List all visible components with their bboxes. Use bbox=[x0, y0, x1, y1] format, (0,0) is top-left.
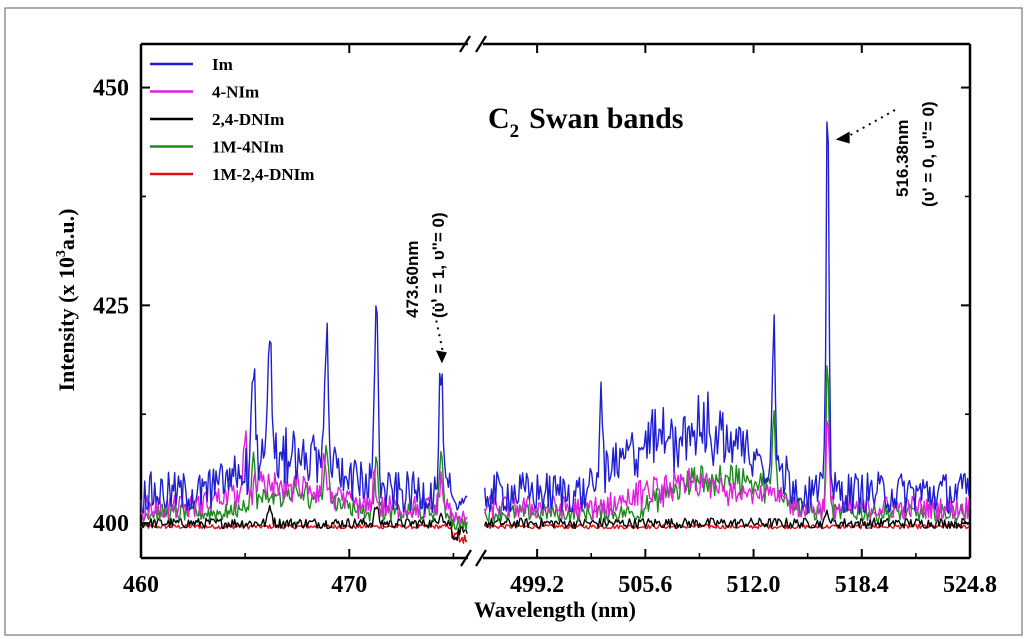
legend-label: 4-NIm bbox=[212, 83, 259, 102]
tick-labels: 400 425 450 460 470 499.2 505.6 512.0 518.4 524.8 bbox=[93, 76, 997, 598]
x-tick-label: 470 bbox=[331, 572, 367, 598]
plot-frame bbox=[139, 35, 972, 567]
x-tick-label: 460 bbox=[123, 572, 159, 598]
chart-title: C2 Swan bands bbox=[488, 102, 683, 142]
x-tick-label: 505.6 bbox=[618, 572, 672, 598]
x-tick-label: 518.4 bbox=[835, 572, 889, 598]
x-tick-label: 499.2 bbox=[510, 572, 564, 598]
annotation-473: 473.60nm (υ' = 1, υ''= 0) bbox=[403, 212, 448, 318]
series-line-Im-right bbox=[484, 121, 970, 515]
y-tick-label: 400 bbox=[93, 511, 129, 537]
annotation-arrowhead bbox=[835, 131, 850, 144]
axis-break-bottom bbox=[460, 549, 487, 567]
figure-border bbox=[4, 7, 1023, 636]
legend: Im 4-NIm 2,4-DNIm 1M-4NIm 1M-2,4-DNIm bbox=[150, 55, 314, 184]
y-tick-label: 425 bbox=[93, 293, 129, 319]
legend-label: 1M-4NIm bbox=[212, 138, 284, 157]
axis-ticks bbox=[140, 44, 971, 558]
series-line-2,4-DNIm-right bbox=[484, 509, 970, 530]
annotation-transition: (υ' = 1, υ''= 0) bbox=[429, 212, 448, 318]
series-line-2,4-DNIm bbox=[140, 504, 468, 542]
annotation-arrowhead bbox=[435, 350, 447, 364]
series-line-1M-4NIm-right bbox=[484, 365, 970, 523]
annotation-transition: (υ' = 0, υ''= 0) bbox=[919, 101, 938, 207]
y-tick-label: 450 bbox=[93, 76, 129, 102]
annotation-arrow bbox=[431, 299, 444, 353]
legend-label: 2,4-DNIm bbox=[212, 110, 284, 129]
x-tick-label: 524.8 bbox=[943, 572, 997, 598]
annotation-wavelength: 473.60nm bbox=[403, 241, 422, 319]
x-tick-label: 512.0 bbox=[727, 572, 781, 598]
annotation-516: 516.38nm (υ' = 0, υ''= 0) bbox=[893, 101, 938, 207]
legend-label: Im bbox=[212, 55, 233, 74]
series-layer bbox=[140, 121, 970, 544]
annotation-wavelength: 516.38nm bbox=[893, 120, 912, 198]
y-axis-label: Intensity (x 103a.u.) bbox=[54, 208, 79, 391]
series-line-4-NIm bbox=[140, 430, 468, 525]
annotation-arrow bbox=[847, 109, 896, 138]
annotations: 473.60nm (υ' = 1, υ''= 0) 516.38nm (υ' = 0,… bbox=[403, 101, 938, 364]
series-line-Im bbox=[140, 305, 468, 515]
x-axis-label: Wavelength (nm) bbox=[474, 597, 636, 622]
axis-break-top bbox=[459, 35, 487, 53]
legend-label: 1M-2,4-DNIm bbox=[212, 165, 314, 184]
